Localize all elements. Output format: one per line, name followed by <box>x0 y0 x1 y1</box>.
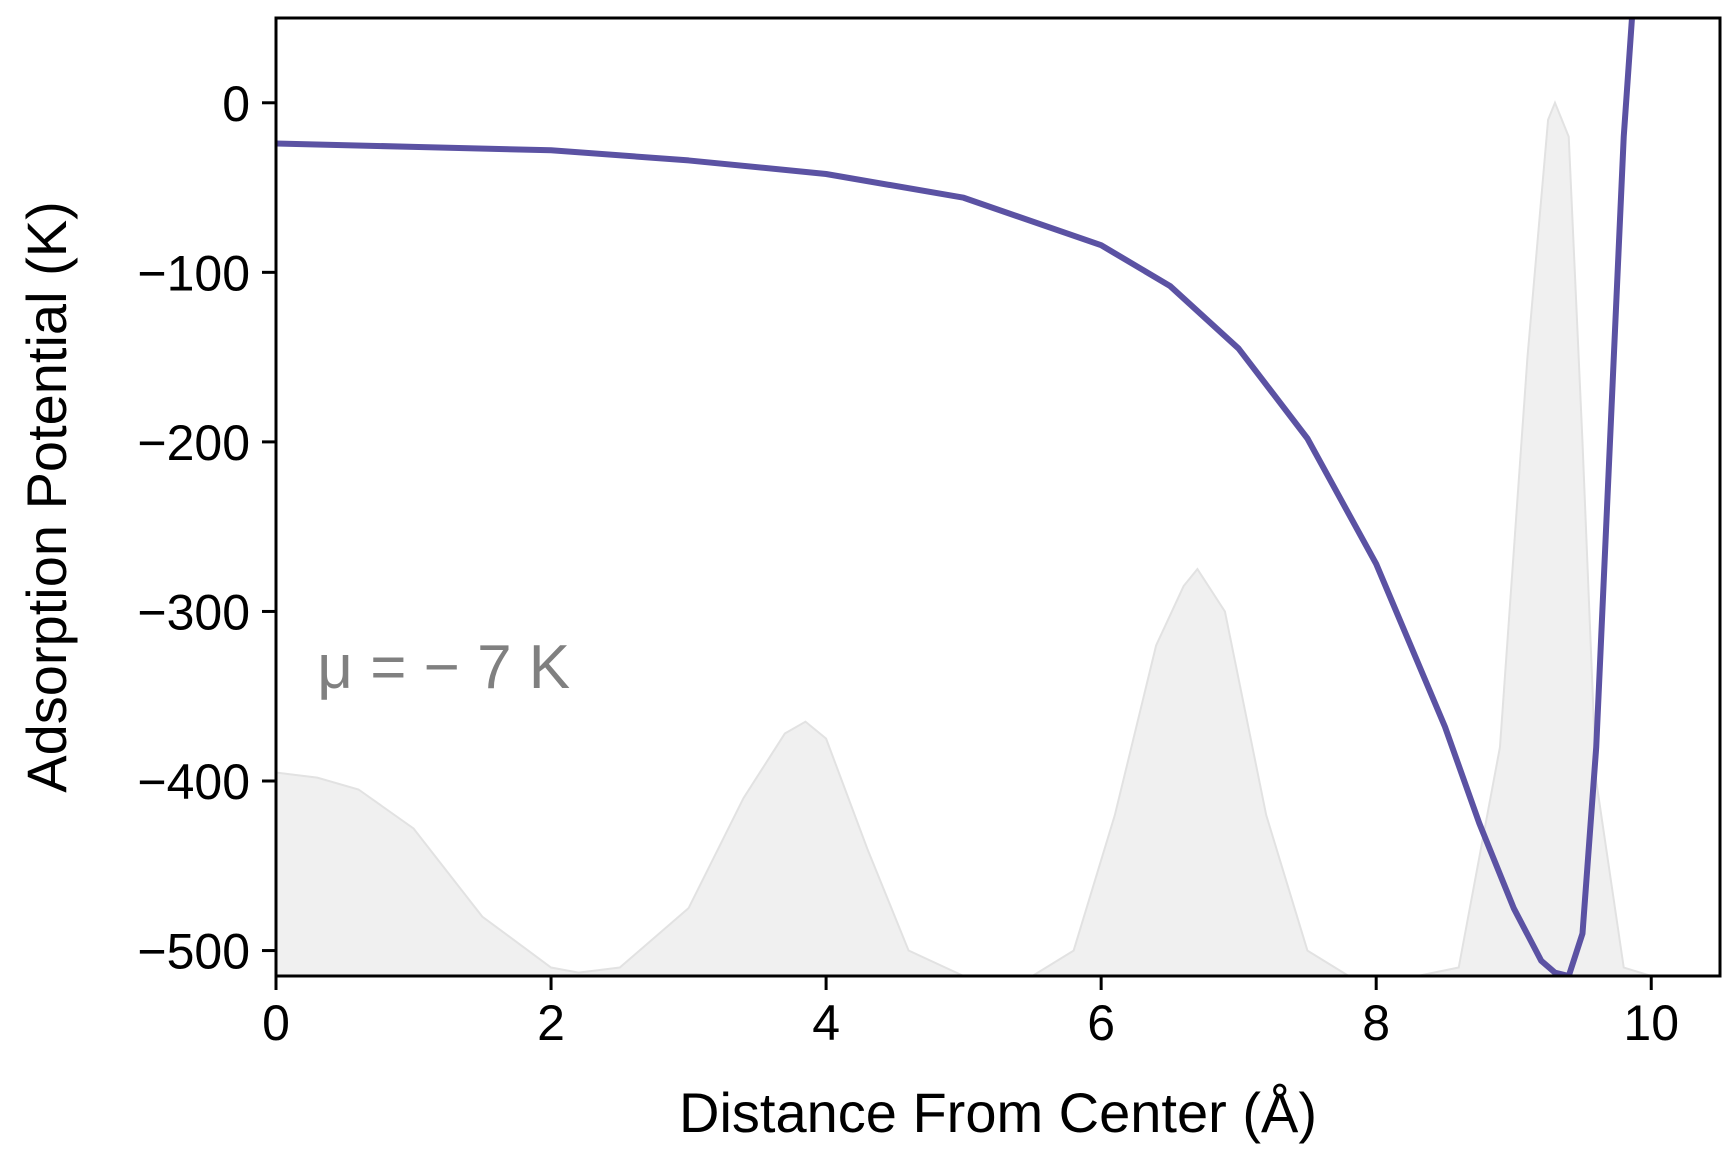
y-axis-label: Adsorption Potential (K) <box>15 201 78 792</box>
plot-layer <box>276 18 1652 976</box>
axis-layer: 0 2 4 6 8 10 0 −100 −200 −300 −400 −500 <box>137 76 1679 1051</box>
y-tick-label: −400 <box>137 754 250 810</box>
y-tick-label: 0 <box>222 76 250 132</box>
plot-frame <box>274 16 1722 978</box>
x-axis-label: Distance From Center (Å) <box>679 1081 1317 1144</box>
y-tick-label: −500 <box>137 924 250 980</box>
x-tick-label: 0 <box>262 995 290 1051</box>
y-tick-label: −300 <box>137 584 250 640</box>
y-tick-label: −200 <box>137 415 250 471</box>
density-area <box>276 100 1652 976</box>
x-tick-label: 6 <box>1087 995 1115 1051</box>
potential-line <box>276 18 1635 976</box>
x-tick-label: 8 <box>1362 995 1390 1051</box>
x-tick-label: 10 <box>1623 995 1679 1051</box>
y-tick-label: −100 <box>137 245 250 301</box>
mu-annotation: μ = − 7 K <box>317 633 570 702</box>
x-tick-label: 2 <box>537 995 565 1051</box>
x-tick-label: 4 <box>812 995 840 1051</box>
